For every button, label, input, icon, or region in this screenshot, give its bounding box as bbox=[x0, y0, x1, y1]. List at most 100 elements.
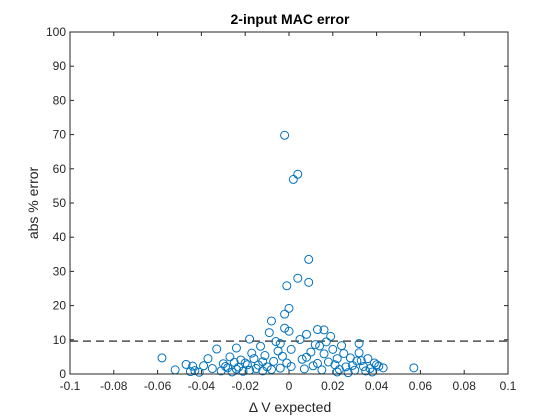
scatter-point bbox=[225, 352, 235, 362]
scatter-point bbox=[302, 329, 312, 339]
y-tick-label: 90 bbox=[53, 59, 67, 73]
scatter-point bbox=[199, 361, 209, 371]
scatter-point bbox=[328, 344, 338, 354]
x-tick-label: 0 bbox=[286, 379, 293, 393]
x-tick-label: -0.04 bbox=[188, 379, 216, 393]
scatter-point bbox=[341, 362, 351, 372]
scatter-point bbox=[378, 363, 388, 373]
scatter-point bbox=[280, 309, 290, 319]
chart-title: 2-input MAC error bbox=[231, 11, 351, 27]
scatter-point bbox=[304, 277, 314, 287]
scatter-point bbox=[361, 366, 371, 376]
scatter-point bbox=[203, 354, 213, 364]
scatter-point bbox=[293, 273, 303, 283]
axes-background bbox=[70, 32, 508, 374]
scatter-point bbox=[284, 326, 294, 336]
scatter-point bbox=[249, 354, 259, 364]
y-tick-label: 20 bbox=[53, 299, 67, 313]
x-tick-label: 0.1 bbox=[500, 379, 517, 393]
scatter-point bbox=[363, 354, 373, 364]
x-tick-label: 0.08 bbox=[453, 379, 477, 393]
scatter-point bbox=[284, 303, 294, 313]
scatter-point bbox=[258, 357, 268, 367]
y-tick-label: 50 bbox=[53, 196, 67, 210]
y-tick-label: 100 bbox=[46, 25, 66, 39]
scatter-point bbox=[339, 348, 349, 358]
scatter-point bbox=[306, 347, 316, 357]
scatter-point bbox=[312, 358, 322, 368]
scatter-point bbox=[356, 356, 366, 366]
x-tick-label: -0.1 bbox=[60, 379, 81, 393]
scatter-point bbox=[231, 343, 241, 353]
scatter-point bbox=[282, 281, 292, 291]
scatter-point bbox=[220, 361, 230, 371]
scatter-point bbox=[256, 341, 266, 351]
scatter-point bbox=[343, 368, 353, 378]
scatter-point bbox=[231, 364, 241, 374]
scatter-point bbox=[207, 364, 217, 374]
scatter-point bbox=[181, 359, 191, 369]
scatter-point bbox=[299, 364, 309, 374]
scatter-point bbox=[332, 367, 342, 377]
scatter-point bbox=[367, 367, 377, 377]
scatter-point bbox=[190, 366, 200, 376]
scatter-point bbox=[293, 169, 303, 179]
scatter-point bbox=[319, 325, 329, 335]
scatter-point bbox=[262, 362, 272, 372]
scatter-point bbox=[304, 254, 314, 264]
scatter-point bbox=[286, 344, 296, 354]
scatter-point bbox=[277, 351, 287, 361]
x-tick-label: -0.02 bbox=[232, 379, 260, 393]
scatter-point bbox=[308, 361, 318, 371]
scatter-point bbox=[238, 366, 248, 376]
axes-box bbox=[69, 31, 509, 375]
scatter-point bbox=[352, 356, 362, 366]
y-tick-label: 10 bbox=[53, 333, 67, 347]
x-tick-label: 0.02 bbox=[321, 379, 345, 393]
x-tick-label: -0.06 bbox=[144, 379, 172, 393]
scatter-point bbox=[315, 341, 325, 351]
y-tick-label: 40 bbox=[53, 230, 67, 244]
scatter-point bbox=[275, 363, 285, 373]
scatter-point bbox=[194, 367, 204, 377]
scatter-point bbox=[358, 361, 368, 371]
scatter-point bbox=[310, 340, 320, 350]
axes: -0.1 -0.08 -0.06 -0.04 -0.02 0 0.02 0.04 0.06 0.0… bbox=[46, 25, 517, 393]
x-ticks: -0.1 -0.08 -0.06 -0.04 -0.02 0 0.02 0.04 0.06 0.0… bbox=[60, 32, 517, 393]
scatter-point bbox=[321, 337, 331, 347]
y-tick-label: 70 bbox=[53, 128, 67, 142]
scatter-point bbox=[332, 354, 342, 364]
scatter-point bbox=[188, 361, 198, 371]
scatter-point bbox=[280, 130, 290, 140]
scatter-point bbox=[227, 367, 237, 377]
y-tick-label: 60 bbox=[53, 162, 67, 176]
scatter-point bbox=[185, 367, 195, 377]
scatter-point bbox=[260, 351, 270, 361]
y-axis-label: abs % error bbox=[25, 166, 41, 239]
y-ticks: 0 10 20 30 40 50 60 70 80 90 100 bbox=[46, 25, 508, 381]
scatter-point bbox=[374, 361, 384, 371]
scatter-point bbox=[295, 334, 305, 344]
y-tick-label: 80 bbox=[53, 93, 67, 107]
x-axis-label: Δ V expected bbox=[249, 399, 332, 415]
scatter-point bbox=[271, 337, 281, 347]
scatter-point bbox=[266, 316, 276, 326]
scatter-point bbox=[288, 174, 298, 184]
scatter-point bbox=[409, 363, 419, 373]
scatter-point bbox=[312, 325, 322, 335]
scatter-point bbox=[297, 354, 307, 364]
scatter-point bbox=[242, 360, 252, 370]
x-tick-label: 0.04 bbox=[365, 379, 389, 393]
scatter-point bbox=[354, 339, 364, 349]
scatter-point bbox=[286, 361, 296, 371]
scatter-point bbox=[275, 339, 285, 349]
scatter-point bbox=[240, 358, 250, 368]
scatter-point bbox=[326, 331, 336, 341]
scatter-point bbox=[264, 328, 274, 338]
scatter-point bbox=[212, 344, 222, 354]
x-tick-label: -0.08 bbox=[100, 379, 128, 393]
scatter-point bbox=[302, 352, 312, 362]
scatter-point bbox=[157, 353, 167, 363]
scatter-point bbox=[269, 356, 279, 366]
